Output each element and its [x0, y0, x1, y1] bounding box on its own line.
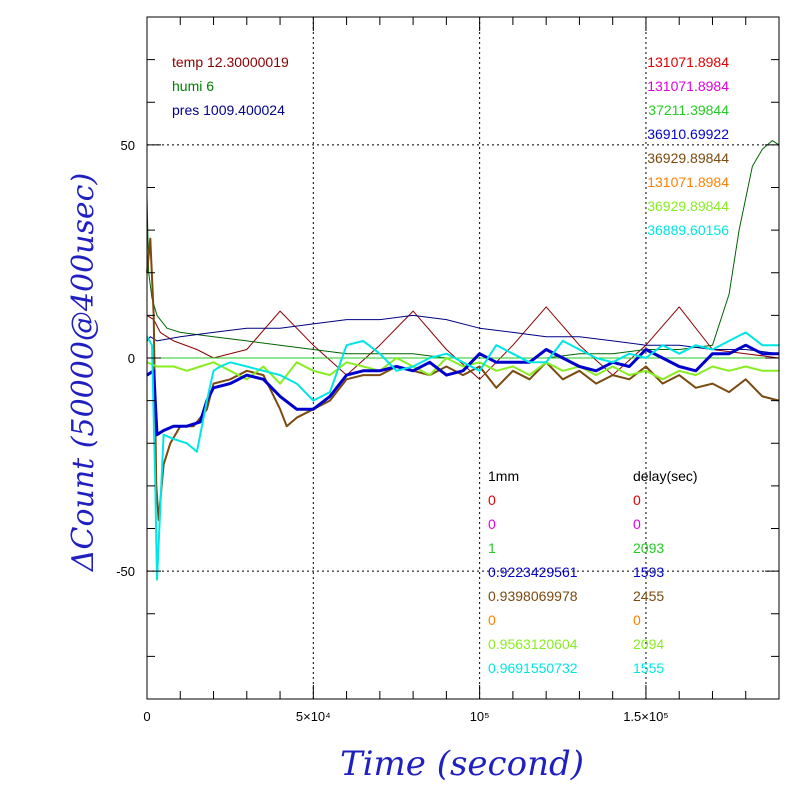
table-row-7-left: 0.9563120604 [488, 636, 578, 652]
y-tick-label: -50 [116, 564, 135, 579]
x-tick-label: 5×10⁴ [296, 709, 331, 724]
series-group [146, 140, 780, 581]
x-tick-label: 0 [143, 709, 150, 724]
series-line-1 [146, 306, 780, 380]
series-value-1: 131071.8984 [647, 54, 729, 70]
x-tick-label: 1.5×10⁵ [623, 709, 669, 724]
env-legend: temp 12.30000019 humi 6 pres 1009.400024 [172, 54, 289, 118]
table-row-3-right: 2093 [633, 540, 664, 556]
series-value-5: 36929.89844 [647, 150, 729, 166]
table-row-2-right: 0 [633, 516, 641, 532]
table-row-1-left: 0 [488, 492, 496, 508]
y-tick-label: 0 [128, 351, 135, 366]
table-row-4-left: 0.9223429561 [488, 564, 578, 580]
x-axis-title: Time (second) [340, 744, 584, 784]
table-row-8-left: 0.9691550732 [488, 660, 578, 676]
series-value-2: 131071.8984 [647, 78, 729, 94]
series-line-8 [146, 331, 779, 581]
table-row-7-right: 2094 [633, 636, 664, 652]
table-row-2-left: 0 [488, 516, 496, 532]
env-legend-pres: pres 1009.400024 [172, 102, 285, 118]
series-values: 131071.8984 131071.8984 37211.39844 3691… [647, 54, 729, 238]
series-value-6: 131071.8984 [647, 174, 729, 190]
param-table: 1mm delay(sec) 0 0 0 0 1 2093 0.92234295… [488, 468, 698, 676]
table-row-6-left: 0 [488, 612, 496, 628]
series-value-3: 37211.39844 [648, 102, 729, 118]
series-line-6 [146, 357, 779, 385]
series-value-4: 36910.69922 [647, 126, 729, 142]
y-tick-label: 50 [121, 138, 135, 153]
table-row-5-left: 0.9398069978 [488, 588, 578, 604]
table-row-6-right: 0 [633, 612, 641, 628]
table-row-1-right: 0 [633, 492, 641, 508]
x-tick-label: 10⁵ [470, 709, 490, 724]
series-value-8: 36889.60156 [647, 222, 729, 238]
table-row-8-right: 1555 [633, 660, 664, 676]
table-row-3-left: 1 [488, 540, 496, 556]
y-axis-title: ΔCount (50000@400usec) [66, 173, 101, 572]
env-legend-temp: temp 12.30000019 [172, 54, 289, 70]
series-value-7: 36929.89844 [647, 198, 729, 214]
table-header-delay: delay(sec) [633, 468, 698, 484]
table-row-4-right: 1593 [633, 564, 664, 580]
ticks: 0 5×10⁴ 10⁵ 1.5×10⁵ 50 0 -50 [116, 17, 779, 724]
table-row-5-right: 2455 [633, 588, 664, 604]
table-header-1mm: 1mm [488, 468, 519, 484]
env-legend-humi: humi 6 [172, 78, 214, 94]
